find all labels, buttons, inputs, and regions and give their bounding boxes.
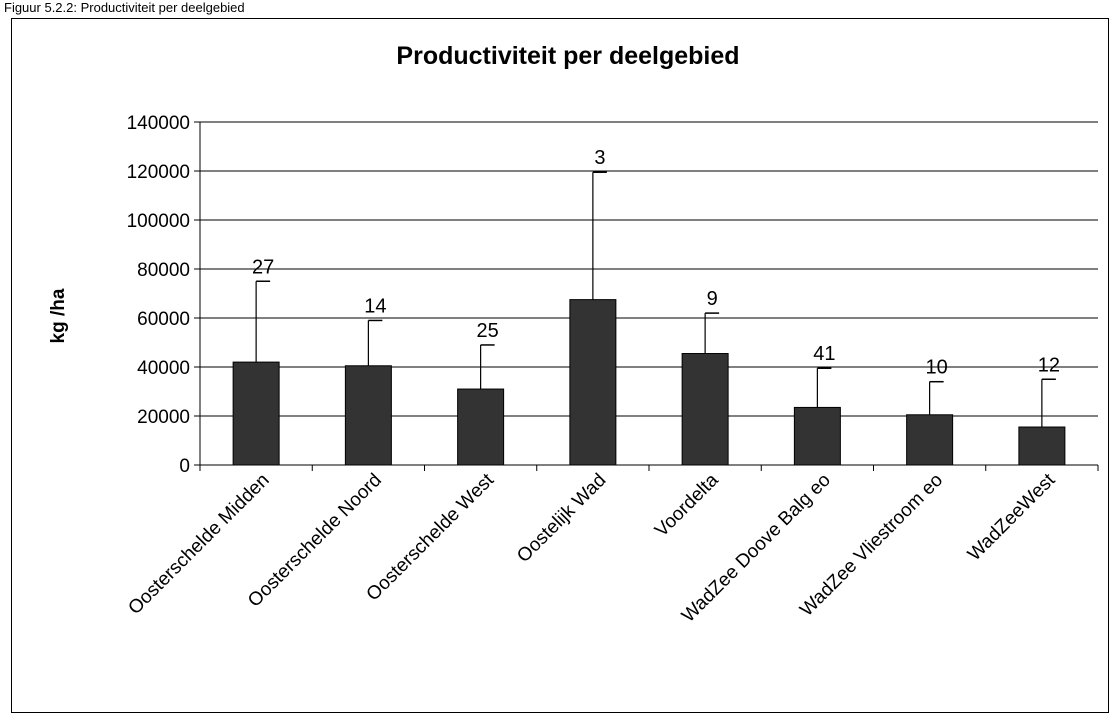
category-label: Voordelta bbox=[651, 469, 723, 541]
data-label: 12 bbox=[1038, 354, 1060, 376]
y-tick-label: 120000 bbox=[127, 162, 190, 183]
y-tick-label: 100000 bbox=[127, 211, 190, 232]
y-tick-label: 20000 bbox=[137, 407, 190, 428]
bar bbox=[793, 406, 841, 466]
bar bbox=[344, 365, 392, 466]
data-label: 10 bbox=[926, 357, 948, 379]
y-tick-label: 140000 bbox=[127, 113, 190, 134]
bar-chart: Productiviteit per deelgebied kg /ha 0 20… bbox=[48, 42, 1099, 627]
data-label: 27 bbox=[252, 256, 274, 278]
y-tick-label: 80000 bbox=[137, 260, 190, 281]
bar bbox=[232, 361, 280, 466]
data-label: 41 bbox=[813, 343, 835, 365]
chart-frame: Productiviteit per deelgebied kg /ha 0 20… bbox=[11, 18, 1109, 713]
data-label: 25 bbox=[477, 320, 499, 342]
y-tick-label: 40000 bbox=[137, 358, 190, 379]
gridlines bbox=[200, 121, 1098, 417]
bar bbox=[569, 299, 617, 466]
category-label: Oostelijk Wad bbox=[513, 470, 610, 567]
bar bbox=[457, 388, 505, 466]
category-label: WadZeeWest bbox=[964, 469, 1060, 565]
data-label: 3 bbox=[594, 147, 605, 169]
category-label: Oosterschelde West bbox=[363, 469, 499, 605]
y-tick-label: 60000 bbox=[137, 309, 190, 330]
bar bbox=[1018, 426, 1066, 466]
bars bbox=[232, 171, 1066, 466]
figure-caption: Figuur 5.2.2: Productiviteit per deelgeb… bbox=[4, 0, 245, 15]
data-label: 9 bbox=[707, 288, 718, 310]
bar bbox=[906, 414, 954, 466]
axes bbox=[194, 121, 1099, 471]
y-tick-label: 0 bbox=[179, 456, 190, 477]
chart-title: Productiviteit per deelgebied bbox=[396, 42, 739, 70]
data-label: 14 bbox=[364, 295, 386, 317]
y-axis-label: kg /ha bbox=[48, 288, 69, 343]
bar bbox=[681, 353, 729, 466]
